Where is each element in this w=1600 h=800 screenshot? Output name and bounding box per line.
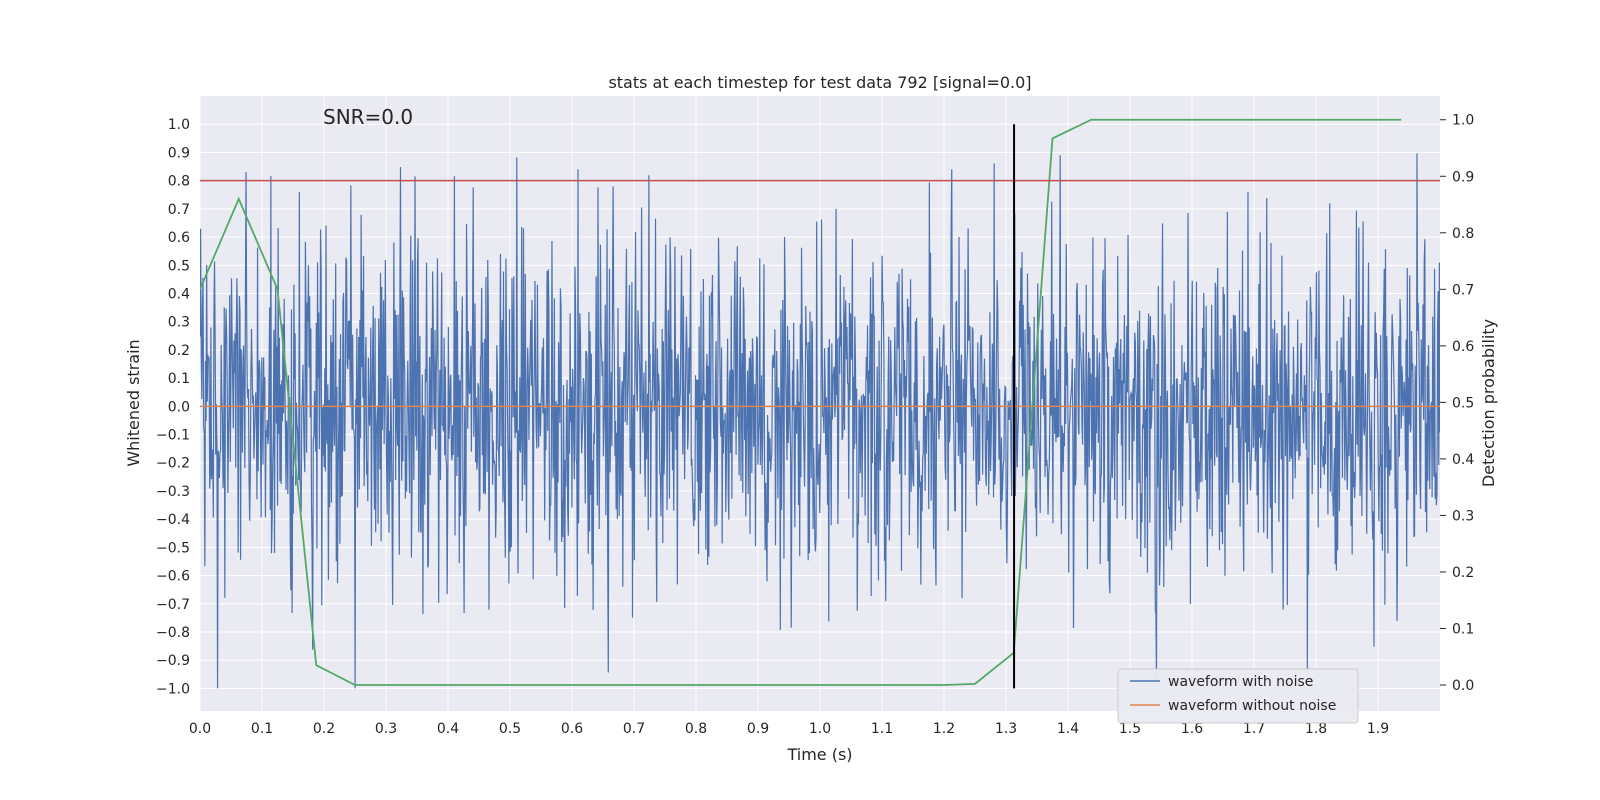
y-tick-label: 0.2 — [168, 343, 190, 359]
y-tick-label: −0.5 — [156, 540, 190, 556]
y-tick-label: −0.4 — [156, 512, 190, 528]
x-tick-label: 1.1 — [871, 721, 893, 737]
y2-tick-label: 0.1 — [1452, 621, 1474, 637]
y2-tick-label: 1.0 — [1452, 113, 1474, 129]
y2-tick-label: 0.4 — [1452, 452, 1474, 468]
legend-box — [1117, 668, 1359, 724]
series-detection-probability — [200, 118, 1402, 686]
y2-tick-label: 0.6 — [1452, 339, 1474, 355]
y2-tick-label: 0.7 — [1452, 282, 1474, 298]
x-tick-label: 0.2 — [313, 721, 335, 737]
x-tick-label: 1.6 — [1181, 721, 1203, 737]
y2-tick-label: 0.0 — [1452, 678, 1474, 694]
x-tick-label: 1.5 — [1119, 721, 1141, 737]
x-tick-label: 1.8 — [1305, 721, 1327, 737]
y-tick-label: 0.5 — [168, 258, 190, 274]
x-axis-label: Time (s) — [786, 745, 852, 764]
x-tick-label: 1.4 — [1057, 721, 1079, 737]
y-tick-label: −0.8 — [156, 625, 190, 641]
y-tick-label: −0.1 — [156, 428, 190, 444]
y2-tick-label: 0.3 — [1452, 508, 1474, 524]
x-tick-label: 0.8 — [685, 721, 707, 737]
legend: waveform with noise waveform without noi… — [1117, 668, 1359, 724]
y-tick-label: 0.0 — [168, 399, 190, 415]
x-tick-label: 1.2 — [933, 721, 955, 737]
y2-tick-label: 0.2 — [1452, 565, 1474, 581]
x-tick-label: 1.9 — [1367, 721, 1389, 737]
y2-tick-label: 0.8 — [1452, 226, 1474, 242]
y2-axis-label: Detection probability — [1479, 319, 1498, 487]
x-tick-label: 0.3 — [375, 721, 397, 737]
legend-label-noise: waveform with noise — [1168, 674, 1313, 690]
x-tick-label: 0.9 — [747, 721, 769, 737]
x-tick-label: 0.6 — [561, 721, 583, 737]
y2-tick-label: 0.5 — [1452, 395, 1474, 411]
y-tick-label: 0.8 — [168, 174, 190, 190]
x-tick-label: 1.3 — [995, 721, 1017, 737]
y-tick-label: 0.4 — [168, 286, 190, 302]
y-tick-label: −1.0 — [156, 681, 190, 697]
y2-tick-label: 0.9 — [1452, 169, 1474, 185]
y-tick-label: 0.3 — [168, 315, 190, 331]
y-tick-label: 0.9 — [168, 145, 190, 161]
y-tick-label: −0.9 — [156, 653, 190, 669]
ticks: 0.0 0.1 0.2 0.3 0.4 0.5 0.6 0.7 0.8 0.9 1.0 1.1 1.2 1… — [156, 113, 1474, 737]
chart-title: stats at each timestep for test data 792… — [608, 73, 1031, 92]
series-waveform-with-noise — [200, 153, 1440, 689]
y-tick-label: 0.7 — [168, 202, 190, 218]
x-tick-label: 0.4 — [437, 721, 459, 737]
y-tick-label: 0.1 — [168, 371, 190, 387]
y-axis-label: Whitened strain — [124, 339, 143, 466]
x-tick-label: 0.1 — [251, 721, 273, 737]
series-layer — [200, 118, 1440, 689]
x-tick-label: 1.7 — [1243, 721, 1265, 737]
x-tick-label: 0.0 — [189, 721, 211, 737]
y-tick-label: 0.6 — [168, 230, 190, 246]
y-tick-label: −0.2 — [156, 456, 190, 472]
x-tick-label: 1.0 — [809, 721, 831, 737]
snr-annotation: SNR=0.0 — [323, 105, 413, 129]
y-tick-label: −0.3 — [156, 484, 190, 500]
y-tick-label: 1.0 — [168, 117, 190, 133]
x-tick-label: 0.5 — [499, 721, 521, 737]
x-tick-label: 0.7 — [623, 721, 645, 737]
legend-label-clean: waveform without noise — [1168, 698, 1336, 714]
y-tick-label: −0.6 — [156, 569, 190, 585]
y-tick-label: −0.7 — [156, 597, 190, 613]
